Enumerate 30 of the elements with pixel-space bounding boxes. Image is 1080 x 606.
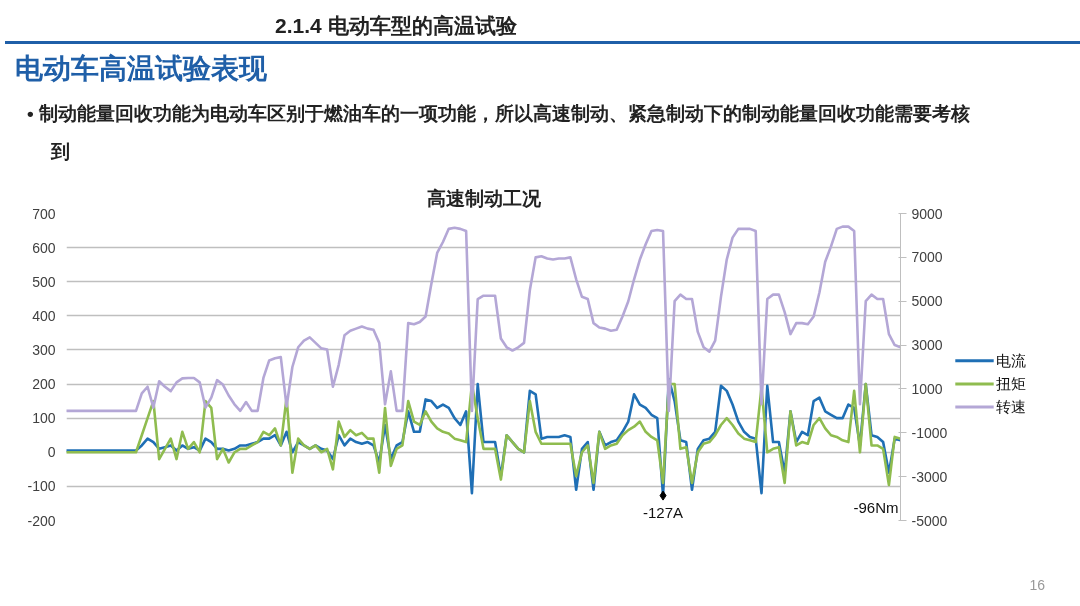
line-series bbox=[66, 225, 901, 413]
y-tick-label: -200 bbox=[27, 512, 56, 529]
y-tick-label: 100 bbox=[32, 410, 56, 427]
text: • 制动能量回收功能为电动车区别于燃油车的一项功能，所以高速制动、紧急制动下的制动能量回收功能需要考核到 bbox=[27, 102, 971, 164]
line-series bbox=[66, 382, 901, 487]
y2-tick-label: 5000 bbox=[911, 293, 943, 310]
legend-label: 扭矩 bbox=[996, 375, 1027, 393]
y2-tick-label: -3000 bbox=[911, 468, 948, 485]
y-tick-label: 400 bbox=[32, 307, 56, 324]
annotation: -127A bbox=[643, 503, 684, 521]
legend-label: 电流 bbox=[996, 352, 1027, 370]
text: 电动车高温试验表现 bbox=[15, 52, 267, 86]
text: 16 bbox=[1029, 577, 1045, 593]
y-tick-label: -100 bbox=[27, 478, 56, 495]
y2-tick-label: 9000 bbox=[911, 205, 943, 222]
y2-tick-label: -5000 bbox=[911, 512, 948, 529]
y-tick-label: 200 bbox=[32, 376, 56, 393]
text: 2.1.4 电动车型的高温试验 bbox=[275, 13, 517, 39]
chart-title: 高速制动工况 bbox=[426, 187, 542, 209]
y2-tick-label: 3000 bbox=[911, 337, 943, 354]
y-tick-label: 700 bbox=[32, 205, 56, 222]
y2-tick-label: 1000 bbox=[911, 380, 943, 397]
y2-tick-label: 7000 bbox=[911, 249, 943, 266]
y-tick-label: 600 bbox=[32, 239, 56, 256]
y-tick-label: 500 bbox=[32, 273, 56, 290]
y-tick-label: 0 bbox=[47, 444, 56, 461]
y2-tick-label: -1000 bbox=[911, 424, 948, 441]
y-tick-label: 300 bbox=[32, 341, 56, 358]
annotation: -96Nm bbox=[853, 498, 899, 516]
legend-label: 转速 bbox=[996, 398, 1027, 416]
